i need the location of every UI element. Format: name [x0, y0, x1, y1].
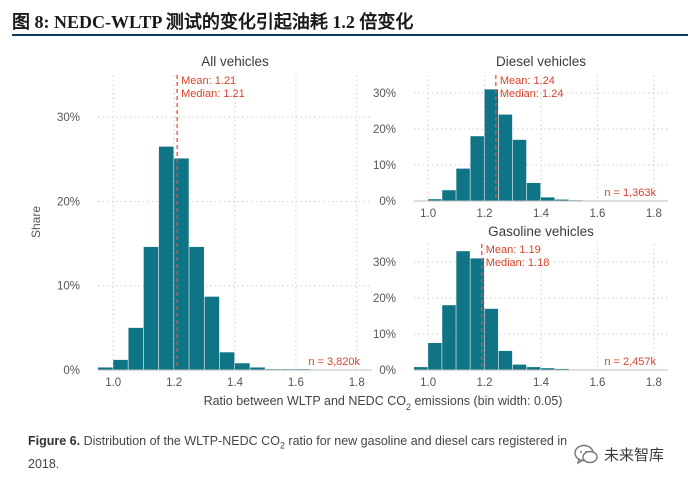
panel1-bar [128, 327, 144, 370]
panel3-bar [526, 367, 541, 370]
panel1-median-label: Median: 1.21 [181, 88, 245, 100]
panel2-median-label: Median: 1.24 [500, 88, 564, 100]
panel2-bar [470, 136, 484, 201]
panel1-ytick-label: 0% [63, 365, 80, 377]
panel2-bar [512, 139, 527, 201]
panel3-bar [555, 368, 569, 370]
panel2-xtick-label: 1.8 [646, 208, 662, 220]
caption-text-suffix: ratio for new gasoline and diesel cars r… [28, 434, 568, 471]
panel1-mean-label: Mean: 1.21 [181, 75, 236, 87]
panel1-xtick-label: 1.6 [288, 377, 304, 389]
panel2-xtick-label: 1.0 [420, 208, 436, 220]
panel2-bar [484, 89, 499, 201]
histogram-figure: 1.0 1.2 1.4 1.6 1.80%10%20%30%Mean: 1.21Medi… [29, 54, 668, 412]
figure-title: 图 8: NEDC-WLTP 测试的变化引起油耗 1.2 倍变化 [12, 12, 414, 32]
panel2-ytick-label: 10% [373, 160, 396, 172]
y-axis-label: Share [29, 206, 43, 238]
panel2-ytick-label: 30% [373, 88, 396, 100]
panel2-bar [442, 190, 456, 201]
panel2-bar [526, 183, 541, 201]
panel1-bar [113, 359, 128, 370]
panel1-bar [204, 296, 220, 370]
panel2-ytick-label: 20% [373, 124, 396, 136]
figure-caption: Figure 6. Distribution of the WLTP-NEDC … [28, 432, 588, 473]
panel1-ytick-label: 20% [57, 196, 80, 208]
panel3-bar [414, 367, 428, 370]
panel3-bar [541, 368, 555, 370]
panel2-bar [428, 199, 442, 201]
panel3-median-label: Median: 1.18 [486, 257, 550, 269]
panel3-xtick-label: 1.8 [646, 377, 662, 389]
panel1-bar [158, 146, 174, 370]
watermark-text: 未来智库 [604, 447, 665, 464]
x-axis-label: Ratio between WLTP and NEDC CO2 emission… [204, 394, 563, 412]
figure-header: 图 8: NEDC-WLTP 测试的变化引起油耗 1.2 倍变化 [12, 4, 688, 36]
panel3-bar [456, 251, 470, 370]
panel2-bar [541, 197, 555, 201]
panel3-bar [442, 305, 456, 370]
wechat-bubble-icon [574, 444, 598, 465]
panel1-bar [219, 352, 235, 370]
panel2-title: Diesel vehicles [496, 54, 586, 69]
panel3-bar [512, 364, 527, 370]
panel3-ytick-label: 20% [373, 293, 396, 305]
panel1-ytick-label: 10% [57, 281, 80, 293]
panel1-title: All vehicles [201, 54, 269, 69]
panel3-title: Gasoline vehicles [488, 224, 594, 239]
panel2-bar [555, 199, 569, 201]
panel1-n-label: n = 3,820k [308, 356, 360, 368]
panel3-xtick-label: 1.6 [589, 377, 605, 389]
panel3-ytick-label: 30% [373, 257, 396, 269]
panel3-bar [498, 350, 513, 370]
panel2-xtick-label: 1.6 [589, 208, 605, 220]
panel3-bar [470, 258, 484, 370]
panel1-bar [143, 246, 159, 370]
panel1-xtick-label: 1.8 [349, 377, 365, 389]
panel1-bar [250, 367, 265, 370]
panel2-xtick-label: 1.2 [477, 208, 493, 220]
panel3-bar [428, 343, 442, 370]
panel3-mean-label: Mean: 1.19 [486, 244, 541, 256]
panel2-bar [498, 114, 513, 201]
panel1-bar [235, 363, 250, 370]
panel2-xtick-label: 1.4 [533, 208, 550, 220]
panel1-xtick-label: 1.4 [227, 377, 244, 389]
panel3-n-label: n = 2,457k [604, 356, 656, 368]
panel2-bar [456, 168, 470, 201]
panel3-xtick-label: 1.0 [420, 377, 436, 389]
panel3-ytick-label: 0% [379, 365, 396, 377]
panel2-mean-label: Mean: 1.24 [500, 75, 555, 87]
panel1-xtick-label: 1.2 [166, 377, 182, 389]
panel2-ytick-label: 0% [379, 196, 396, 208]
panel3-xtick-label: 1.4 [533, 377, 550, 389]
panel1-xtick-label: 1.0 [105, 377, 121, 389]
caption-text-prefix: Distribution of the WLTP-NEDC CO [83, 434, 280, 448]
panel3-xtick-label: 1.2 [477, 377, 493, 389]
panel1-ytick-label: 30% [57, 112, 80, 124]
panel2-n-label: n = 1,363k [604, 187, 656, 199]
panel3-bar [484, 308, 499, 370]
panel1-bar [98, 367, 113, 370]
panel1-bar [174, 158, 189, 370]
panel1-bar [189, 246, 204, 370]
panel3-ytick-label: 10% [373, 329, 396, 341]
caption-text-sub: 2 [279, 440, 285, 451]
caption-label: Figure 6. [28, 434, 81, 448]
